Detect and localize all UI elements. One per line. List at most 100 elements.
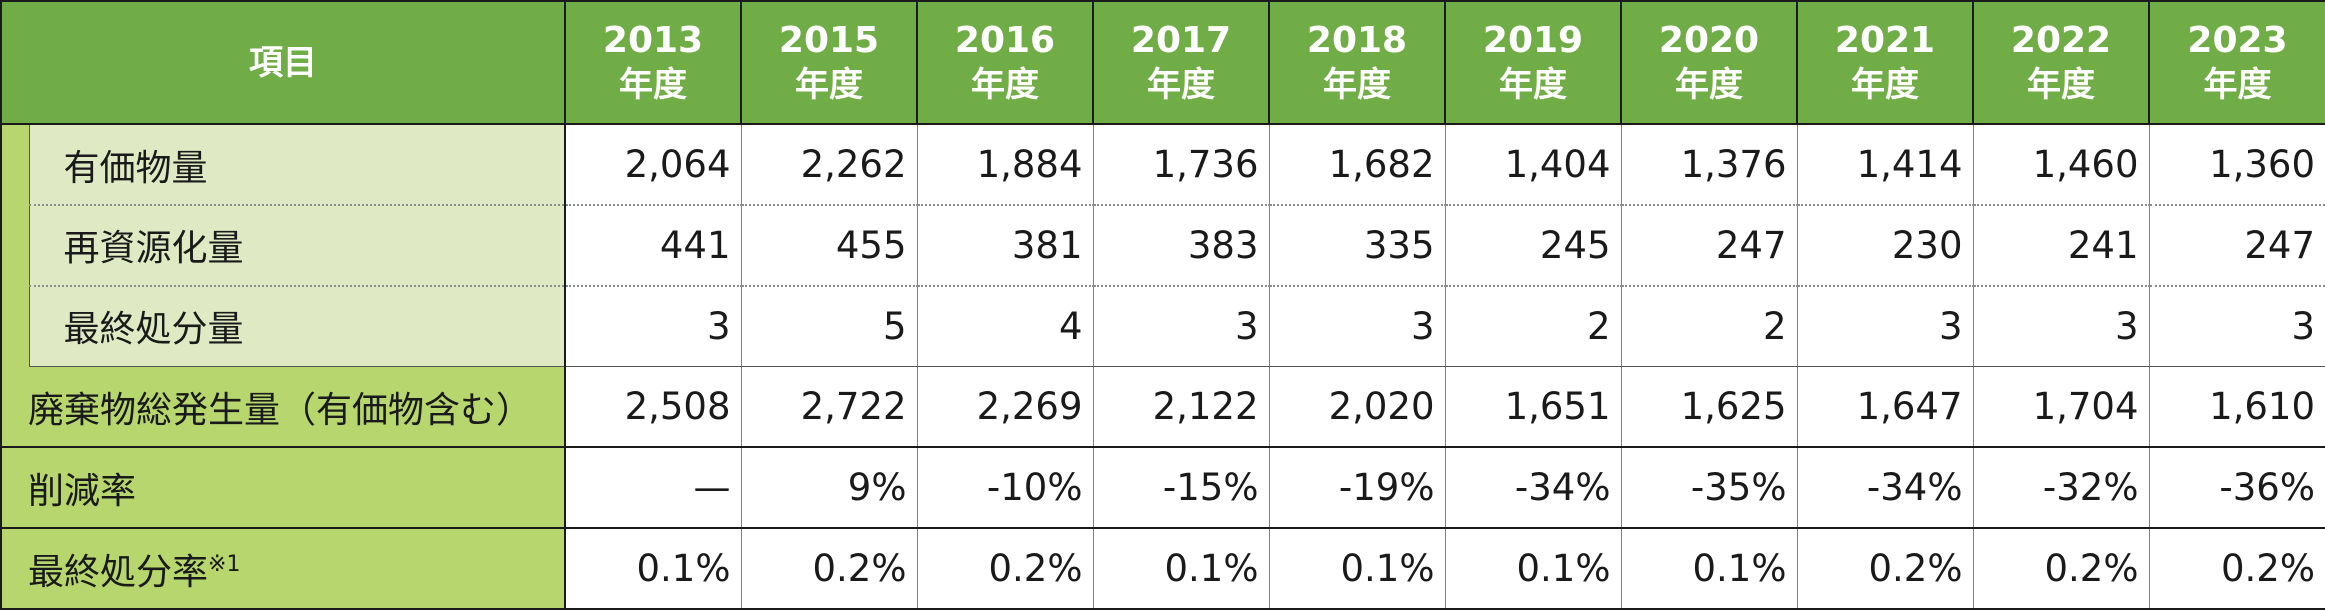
year-unit: 年度	[619, 64, 687, 105]
row-label-with-note: 最終処分率※1	[0, 528, 566, 610]
year-unit: 年度	[971, 64, 1039, 105]
table-cell: 245	[1444, 205, 1622, 287]
table-cell: 0.2%	[1796, 528, 1974, 610]
year-label: 2019	[1482, 19, 1584, 61]
table-cell: 2	[1444, 285, 1622, 368]
table-row-total-waste: 廃棄物総発生量（有価物含む） 2,508 2,722 2,269 2,122 2…	[0, 366, 2325, 449]
table-cell: 1,404	[1444, 124, 1622, 206]
table-cell: 4	[916, 285, 1094, 368]
table-row-valuables: 有価物量 2,064 2,262 1,884 1,736 1,682 1,404…	[0, 124, 2325, 367]
header-year-2019: 2019 年度	[1444, 0, 1622, 126]
header-year-2016: 2016 年度	[916, 0, 1094, 126]
table-cell: 383	[1092, 205, 1270, 287]
table-cell: 3	[1796, 285, 1974, 368]
table-cell: 3	[1972, 285, 2150, 368]
footnote-marker: ※1	[208, 551, 241, 577]
table-cell: 1,651	[1444, 366, 1622, 449]
table-cell: 1,610	[2148, 366, 2325, 449]
table-cell: 2,122	[1092, 366, 1270, 449]
year-label: 2015	[778, 19, 880, 61]
header-year-2020: 2020 年度	[1620, 0, 1798, 126]
table-cell: -19%	[1268, 447, 1446, 530]
table-cell: 1,414	[1796, 124, 1974, 206]
table-cell: -32%	[1972, 447, 2150, 530]
table-cell: 1,736	[1092, 124, 1270, 206]
table-cell: 1,647	[1796, 366, 1974, 449]
header-year-2023: 2023 年度	[2148, 0, 2325, 126]
header-row: 項目 2013 年度 2015 年度 2016 年度 2017 年度 2018 年度 20…	[0, 0, 2325, 126]
table-row-final-disposal-rate: 最終処分率※1 0.1% 0.2% 0.2% 0.1% 0.1% 0.1% 0.…	[0, 528, 2325, 610]
header-year-2013: 2013 年度	[564, 0, 742, 126]
year-label: 2017	[1130, 19, 1232, 61]
year-label: 2023	[2187, 19, 2288, 61]
table-cell: —	[564, 447, 742, 530]
table-cell: 9%	[740, 447, 918, 530]
table-row-final-disposal: 最終処分量 3 5 4 3 3 2 2 3 3 3	[1, 285, 2325, 368]
table-cell: 1,625	[1620, 366, 1798, 449]
header-year-2021: 2021 年度	[1796, 0, 1974, 126]
row-label: 最終処分量	[29, 285, 566, 368]
table-cell: 0.1%	[1092, 528, 1270, 610]
year-label: 2016	[954, 19, 1056, 61]
table-cell: 5	[740, 285, 918, 368]
table-cell: 3	[1092, 285, 1270, 368]
table-cell: 247	[1620, 205, 1798, 287]
table-cell: 2,064	[564, 124, 742, 206]
table-row-reduction-rate: 削減率 — 9% -10% -15% -19% -34% -35% -34% -…	[0, 447, 2325, 530]
table-cell: -10%	[916, 447, 1094, 530]
table-cell: 455	[740, 205, 918, 287]
header-item: 項目	[0, 0, 566, 126]
year-unit: 年度	[1851, 64, 1919, 105]
year-unit: 年度	[795, 64, 863, 105]
header-year-2018: 2018 年度	[1268, 0, 1446, 126]
row-label: 最終処分率	[28, 551, 209, 593]
table-cell: 0.1%	[1620, 528, 1798, 610]
table-cell: -36%	[2148, 447, 2325, 530]
year-unit: 年度	[1499, 64, 1567, 105]
year-label: 2018	[1306, 19, 1408, 61]
table-cell: 441	[564, 205, 742, 287]
table-cell: 2,262	[740, 124, 918, 206]
table-cell: -35%	[1620, 447, 1798, 530]
table-cell: 1,884	[916, 124, 1094, 206]
table-cell: 1,704	[1972, 366, 2150, 449]
table-cell: 0.2%	[916, 528, 1094, 610]
table-cell: 247	[2148, 205, 2325, 287]
table-cell: 1,682	[1268, 124, 1446, 206]
table-cell: 381	[916, 205, 1094, 287]
table-cell: 0.1%	[1268, 528, 1446, 610]
year-unit: 年度	[1147, 64, 1215, 105]
header-year-2017: 2017 年度	[1092, 0, 1270, 126]
table-cell: 0.1%	[1444, 528, 1622, 610]
table-cell: 2,020	[1268, 366, 1446, 449]
year-unit: 年度	[1675, 64, 1743, 105]
header-year-2015: 2015 年度	[740, 0, 918, 126]
table-cell: 2,722	[740, 366, 918, 449]
table-cell: -34%	[1444, 447, 1622, 530]
table-cell: 0.1%	[564, 528, 742, 610]
table-cell: 241	[1972, 205, 2150, 287]
row-label: 有価物量	[29, 124, 566, 206]
year-unit: 年度	[1323, 64, 1391, 105]
table-cell: 3	[564, 285, 742, 368]
year-label: 2020	[1658, 19, 1760, 61]
table-cell: 2,508	[564, 366, 742, 449]
table-cell: 3	[2148, 285, 2325, 368]
year-label: 2013	[602, 19, 704, 61]
table-cell: 2,269	[916, 366, 1094, 449]
year-unit: 年度	[2027, 64, 2095, 105]
header-year-2022: 2022 年度	[1972, 0, 2150, 126]
year-unit: 年度	[2203, 64, 2272, 105]
row-label: 再資源化量	[29, 205, 566, 287]
table-cell: 0.2%	[740, 528, 918, 610]
table-cell: 0.2%	[2148, 528, 2325, 610]
table-cell: -34%	[1796, 447, 1974, 530]
table-cell: 1,460	[1972, 124, 2150, 206]
table-row-recycled: 再資源化量 441 455 381 383 335 245 247 230 24…	[1, 205, 2325, 287]
table-cell: 2	[1620, 285, 1798, 368]
table-cell: 1,376	[1620, 124, 1798, 206]
table-cell: 3	[1268, 285, 1446, 368]
table-cell: 0.2%	[1972, 528, 2150, 610]
table-cell: -15%	[1092, 447, 1270, 530]
